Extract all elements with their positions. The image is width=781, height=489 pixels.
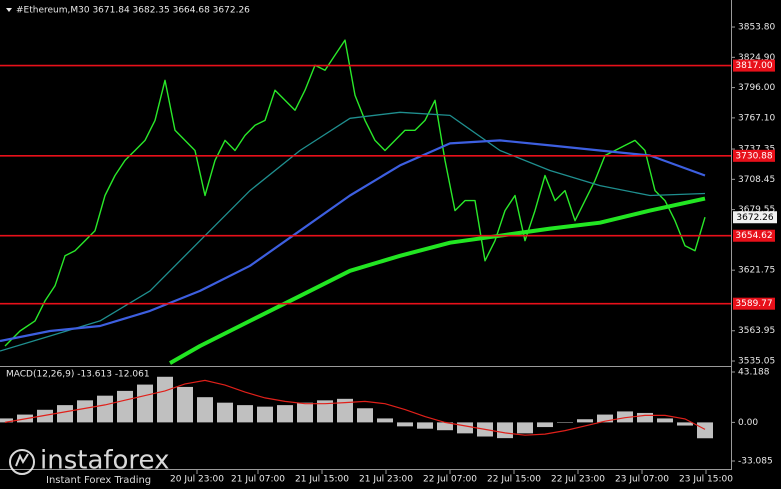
macd-bar	[397, 422, 413, 427]
macd-bar	[657, 418, 673, 423]
y-tick-label: 3824.90	[738, 53, 775, 63]
macd-bar	[677, 422, 693, 426]
logo-tagline: Instant Forex Trading	[46, 475, 151, 486]
y-tick-label: 3563.95	[738, 326, 775, 336]
macd-bar	[77, 400, 93, 423]
macd-bar	[557, 422, 573, 423]
x-tick-label: 21 Jul 07:00	[231, 475, 285, 485]
macd-bar	[97, 395, 113, 423]
signal-line	[4, 379, 706, 436]
macd-bar	[277, 405, 293, 423]
last-price-box	[733, 211, 777, 224]
y-tick-label: 0.00	[738, 418, 758, 428]
price-line	[0, 111, 706, 352]
macd-bar	[377, 418, 393, 423]
level-label-box	[733, 59, 775, 72]
macd-bar	[597, 414, 613, 423]
y-tick-label: 3535.05	[738, 357, 775, 367]
level-label: 3817.00	[735, 61, 772, 71]
menu-arrow[interactable]	[6, 8, 12, 12]
logo-name: instaforex	[40, 446, 169, 476]
y-tick-label: 3621.75	[738, 266, 775, 276]
macd-bar	[637, 412, 653, 423]
macd-bar	[417, 422, 433, 429]
macd-bar	[457, 422, 473, 434]
macd-bar	[37, 409, 53, 423]
y-tick-label: 3853.80	[738, 23, 775, 33]
macd-bar	[437, 422, 453, 431]
macd-bar	[157, 376, 173, 423]
macd-bar	[617, 411, 633, 423]
y-tick-label: 3796.00	[738, 83, 775, 93]
x-tick-label: 20 Jul 23:00	[170, 475, 224, 485]
macd-bar	[297, 402, 313, 423]
level-label-box	[733, 229, 775, 242]
y-tick-label: -33.085	[738, 457, 773, 467]
macd-bar	[577, 419, 593, 423]
logo: instaforex Instant Forex Trading	[9, 446, 169, 486]
x-tick-label: 22 Jul 15:00	[487, 475, 541, 485]
macd-bar	[137, 384, 153, 423]
x-tick-label: 23 Jul 15:00	[679, 475, 733, 485]
level-label: 3589.77	[735, 299, 772, 309]
last-price-label: 3672.26	[736, 213, 773, 223]
macd-bar	[177, 386, 193, 423]
y-tick-label: 3708.45	[738, 175, 775, 185]
macd-bar	[537, 422, 553, 428]
level-label-box	[733, 297, 775, 310]
macd-bar	[0, 418, 13, 423]
macd-bar	[197, 397, 213, 423]
price-line	[169, 196, 706, 365]
x-tick-label: 22 Jul 07:00	[423, 475, 477, 485]
macd-bar	[217, 402, 233, 423]
price-line	[0, 139, 706, 343]
macd-bar	[317, 400, 333, 423]
logo-icon	[9, 449, 35, 475]
macd-bar	[357, 408, 373, 423]
x-tick-label: 21 Jul 23:00	[359, 475, 413, 485]
level-label: 3730.88	[735, 151, 772, 161]
logo-icon-mark	[15, 453, 29, 467]
level-label: 3654.62	[735, 231, 772, 241]
chart-title: #Ethereum,M30 3671.84 3682.35 3664.68 36…	[16, 6, 250, 16]
macd-bar	[517, 422, 533, 434]
macd-bar	[57, 405, 73, 423]
x-tick-label: 22 Jul 23:00	[551, 475, 605, 485]
x-tick-label: 23 Jul 07:00	[615, 475, 669, 485]
macd-bar	[117, 390, 133, 423]
macd-title: MACD(12,26,9) -13.613 -12.061	[6, 370, 150, 380]
macd-bar	[257, 406, 273, 423]
macd-bar	[237, 405, 253, 423]
x-tick-label: 21 Jul 15:00	[295, 475, 349, 485]
y-tick-label: 3679.55	[738, 205, 775, 215]
macd-bar	[497, 422, 513, 439]
level-label-box	[733, 149, 775, 162]
macd-bar	[337, 398, 353, 423]
macd-bar	[697, 422, 713, 439]
y-tick-label: 3767.10	[738, 113, 775, 123]
y-tick-label: 3737.35	[738, 145, 775, 155]
y-tick-label: 43.188	[738, 368, 770, 378]
